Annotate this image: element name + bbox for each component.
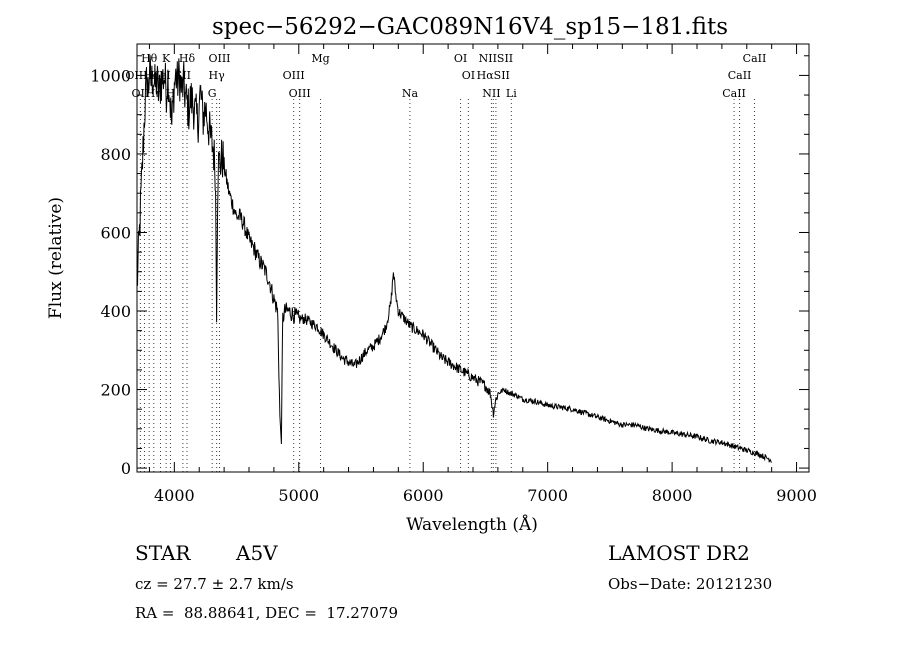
y-tick-label: 600: [100, 223, 131, 242]
line-marker-label: CaII: [728, 69, 752, 82]
y-tick-label: 200: [100, 381, 131, 400]
spectral-subclass: A5V: [236, 541, 278, 565]
x-axis-label: Wavelength (Å): [406, 514, 538, 535]
plot-frame: [136, 43, 810, 473]
line-marker-label: OI: [454, 52, 467, 65]
line-marker-label: Na: [402, 87, 419, 100]
survey-name: LAMOST DR2: [608, 541, 750, 565]
y-tick-label: 800: [100, 145, 131, 164]
observation-date: Obs−Date: 20121230: [608, 575, 773, 593]
line-marker-label: CaII: [722, 87, 746, 100]
y-tick-label: 0: [121, 459, 131, 478]
line-marker-label: OIII: [208, 52, 230, 65]
spectrum-line: [136, 54, 772, 463]
y-axis-label: Flux (relative): [46, 197, 66, 319]
line-marker-label: OIII: [289, 87, 311, 100]
x-tick-label: 4000: [154, 486, 195, 505]
line-marker-label: G: [208, 87, 217, 100]
redshift-info: cz = 27.7 ± 2.7 km/s: [135, 575, 294, 593]
x-tick-label: 9000: [776, 486, 817, 505]
line-marker-label: NII: [482, 87, 500, 100]
line-marker-label: Mg: [311, 52, 329, 65]
line-marker-label: K: [162, 52, 171, 65]
x-tick-label: 6000: [403, 486, 444, 505]
line-marker-label: OI: [462, 69, 475, 82]
chart-title: spec−56292−GAC089N16V4_sp15−181.fits: [212, 14, 728, 40]
line-marker-label: CaII: [743, 52, 767, 65]
line-marker-label: Hγ: [209, 69, 226, 82]
line-marker-label: Li: [506, 87, 517, 100]
spectrum-layer: [136, 54, 772, 463]
object-class: STAR: [135, 541, 191, 565]
x-tick-label: 8000: [652, 486, 693, 505]
x-tick-label: 7000: [527, 486, 568, 505]
x-tick-label: 5000: [278, 486, 319, 505]
line-marker-label: NIISII: [479, 52, 514, 65]
coordinates-info: RA = 88.88641, DEC = 17.27079: [135, 604, 399, 622]
line-marker-label: Hδ: [179, 52, 196, 65]
line-marker-label: OII: [132, 87, 150, 100]
line-marker-label: HαSII: [477, 69, 510, 82]
line-marker-label: H: [166, 87, 176, 100]
axes: 4000 5000 6000 7000 8000 9000 0 200 400 600 800 100…: [90, 44, 817, 505]
y-tick-label: 1000: [90, 66, 131, 85]
y-tick-label: 400: [100, 302, 131, 321]
line-marker-label: OIII: [283, 69, 305, 82]
